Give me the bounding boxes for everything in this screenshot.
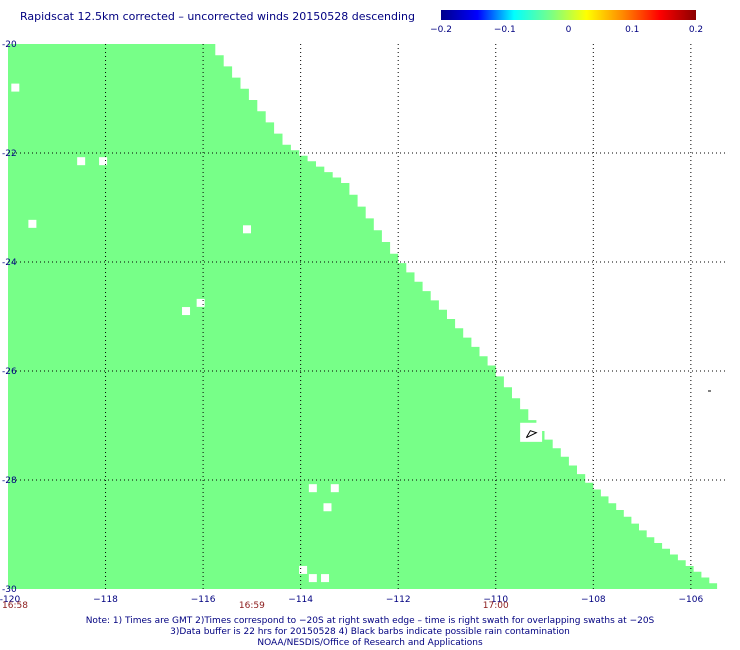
time-label: 16:59 — [239, 601, 265, 611]
colorbar: −0.2 −0.1 0 0.1 0.2 — [430, 10, 703, 35]
note-line-2: 3)Data buffer is 22 hrs for 20150528 4) … — [170, 627, 570, 637]
missing-cell — [28, 219, 37, 228]
y-tick-label: -22 — [2, 149, 17, 159]
time-label: 16:58 — [2, 601, 28, 611]
wind-swath — [8, 44, 725, 589]
missing-cell — [11, 83, 20, 92]
time-labels: 16:58 16:59 17:00 — [2, 601, 509, 611]
y-tick-label: -24 — [2, 258, 17, 268]
rain-barb — [525, 430, 538, 439]
y-tick-label: -26 — [2, 367, 17, 377]
x-tick-labels: -120 −118 −116 −114 −112 −110 −108 −106 — [0, 595, 703, 605]
x-tick-label: −116 — [191, 595, 216, 605]
note-line-1: Note: 1) Times are GMT 2)Times correspon… — [85, 616, 655, 626]
y-tick-labels: -20 -22 -24 -26 -28 -30 — [2, 40, 17, 595]
x-tick-label: −106 — [678, 595, 703, 605]
grid-lines — [8, 44, 725, 589]
missing-cell — [308, 484, 317, 493]
notes: Note: 1) Times are GMT 2)Times correspon… — [0, 616, 740, 649]
colorbar-tick-label: −0.2 — [430, 25, 452, 35]
rain-barbs — [525, 430, 538, 439]
x-tick-label: −108 — [581, 595, 606, 605]
missing-cell — [299, 565, 308, 574]
swath-map: -120 −118 −116 −114 −112 −110 −108 −106 -20-22-… — [0, 40, 725, 611]
missing-cell — [196, 298, 205, 307]
colorbar-tick-label: −0.1 — [494, 25, 516, 35]
missing-cell — [330, 484, 339, 493]
page-title: Rapidscat 12.5km corrected – uncorrected… — [20, 10, 416, 23]
missing-cell — [308, 574, 317, 583]
colorbar-tick-label: 0.1 — [625, 25, 639, 35]
x-tick-label: -120 — [0, 595, 20, 605]
x-tick-label: −112 — [386, 595, 411, 605]
missing-cell — [99, 157, 108, 166]
missing-cell — [243, 225, 251, 234]
note-line-3: NOAA/NESDIS/Office of Research and Appli… — [257, 638, 483, 648]
missing-cell — [323, 503, 332, 512]
missing-cell — [77, 157, 86, 166]
missing-region — [520, 422, 543, 442]
x-tick-label: −110 — [483, 595, 508, 605]
colorbar-tick-label: 0.2 — [689, 25, 703, 35]
x-tick-label: −118 — [93, 595, 118, 605]
missing-cell — [321, 574, 330, 583]
missing-cell — [182, 307, 191, 316]
time-label: 17:00 — [483, 601, 509, 611]
colorbar-gradient — [441, 10, 696, 20]
y-tick-label: -20 — [2, 40, 17, 50]
missing-cells — [11, 83, 543, 583]
colorbar-tick-label: 0 — [566, 25, 572, 35]
y-tick-label: -28 — [2, 476, 17, 486]
x-tick-label: −114 — [288, 595, 313, 605]
colorbar-ticks: −0.2 −0.1 0 0.1 0.2 — [430, 25, 703, 35]
y-tick-label: -30 — [2, 585, 17, 595]
